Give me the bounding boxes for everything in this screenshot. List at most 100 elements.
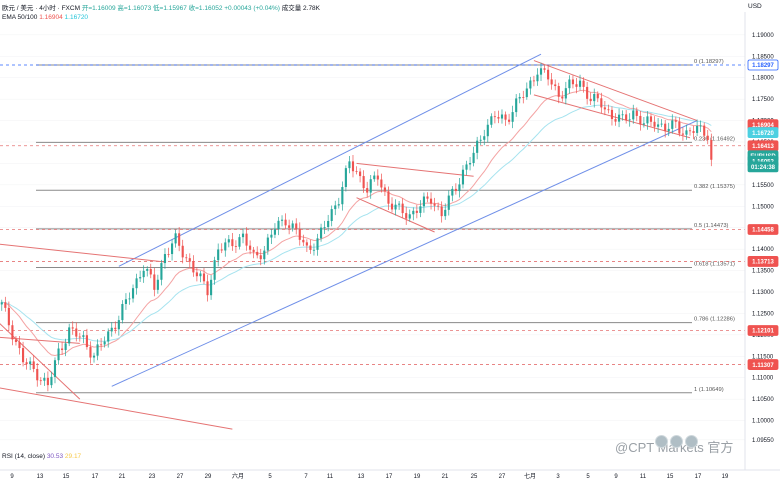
candle [18,341,21,349]
fib-label: 0.236 (1.16492) [694,136,735,142]
candle [500,114,504,119]
rsi-legend[interactable]: RSI (14, close) 30.53 29.17 [2,453,81,460]
candle [429,198,433,204]
y-axis[interactable]: 1.190001.185001.180001.175001.170001.165… [744,12,774,470]
candle [426,196,429,199]
ema-lines [1,89,712,357]
candle [195,272,198,277]
candle [103,341,106,345]
candle [273,229,277,235]
candle [628,119,631,121]
x-tick-label: 19 [722,474,729,480]
grid [0,34,745,441]
candle [85,335,88,348]
candle [153,274,156,290]
change-value: +0.00043 (+0.04%) [224,5,280,12]
candle [348,161,351,169]
candle [525,88,528,98]
candle [78,336,81,338]
candle [660,123,663,125]
candle [653,121,656,127]
trend-lines [0,53,698,430]
currency-label: USD [748,3,762,10]
candle [327,220,330,228]
candle [185,257,188,259]
candle [302,239,305,243]
candle [703,125,706,136]
candle [550,79,553,85]
candle [61,348,64,350]
candle [681,133,684,135]
candle [539,68,543,75]
candle [284,219,287,226]
candle [408,214,411,219]
candle [706,135,709,140]
flag-icon [685,435,698,448]
ema-legend[interactable]: EMA 50/100 1.16904 1.16720 [2,14,88,21]
candle [156,279,159,290]
candle [632,110,635,120]
price-badge [747,161,779,173]
candle [699,125,702,127]
price-badge [747,256,779,267]
x-axis[interactable]: 9 13 15 17 21 23 27 29 六月 5 7 11 13 17 19 21 25 27 七月 3 5 9 11… [0,469,780,480]
candle [135,278,138,289]
candle [419,206,422,213]
candle [199,273,202,277]
candle [39,380,42,382]
candle [249,245,252,250]
trend-line [0,243,166,263]
candle [266,237,269,251]
candle [110,327,113,332]
candle [387,191,390,204]
candle [649,116,653,122]
candle [366,188,369,193]
ema100-value: 1.16720 [64,14,89,21]
candle [582,80,585,87]
candle [433,203,436,206]
fib-label: 0.786 (1.12286) [694,317,735,323]
candle [256,251,259,256]
candle [696,125,699,133]
price-badge-label: 1.11307 [752,363,774,369]
candle [11,325,14,340]
candle [288,225,291,228]
candle [238,237,241,247]
candle [351,161,355,172]
x-tick-label: 3 [556,474,560,480]
channel-line [118,53,542,267]
candle [610,109,614,120]
candle [280,219,284,221]
x-tick-label: 17 [92,474,99,480]
trend-line [0,336,80,344]
candle [252,249,255,252]
candle [621,114,624,116]
candle [614,119,617,122]
candle [376,175,379,180]
candle [234,246,237,247]
candle [359,171,362,177]
x-tick-label: 7 [304,474,308,480]
candle [639,115,642,125]
candle [53,360,57,377]
candle [71,327,74,329]
price-badge-label: 1.16720 [752,131,774,137]
x-tick-label: 13 [358,474,365,480]
candle [554,84,557,87]
candle [291,223,294,228]
candle [607,109,610,111]
x-tick-label: 29 [205,474,212,480]
x-tick-label: 25 [471,474,478,480]
candle [561,96,564,99]
candle [341,187,344,205]
candle [586,86,589,99]
x-tick-label: 27 [499,474,506,480]
candle [437,205,440,207]
y-tick-label: 1.10500 [752,397,774,403]
candle [476,140,479,153]
candle [75,328,78,337]
x-tick-label: 六月 [232,472,244,480]
fib-label: 0.382 (1.15375) [694,184,735,190]
y-tick-label: 1.14000 [752,247,774,253]
